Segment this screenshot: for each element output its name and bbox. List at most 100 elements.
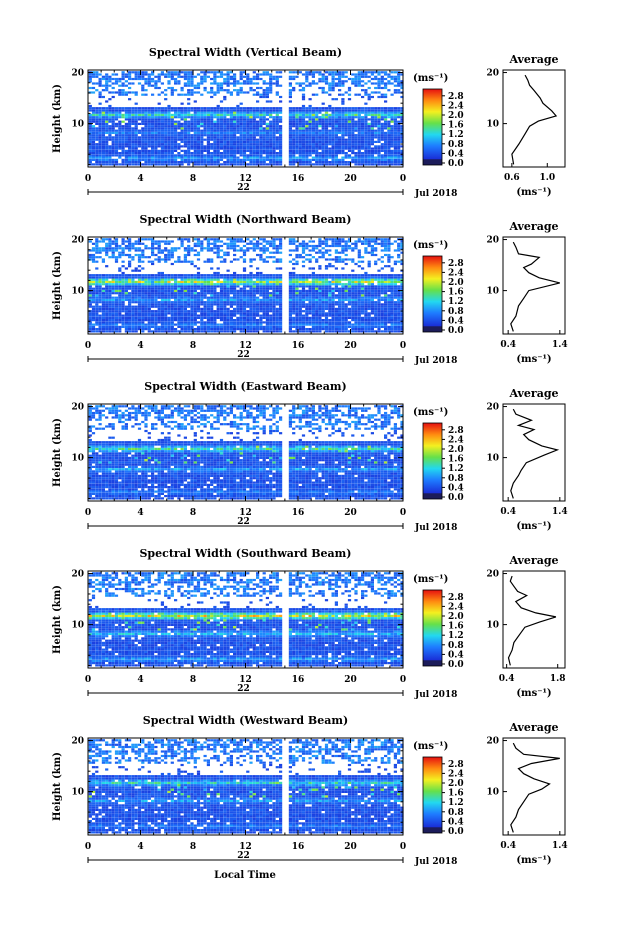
heatmap-cell <box>354 138 358 141</box>
heatmap-cell <box>249 303 253 306</box>
heatmap-cell <box>384 163 388 166</box>
heatmap-cell <box>164 292 168 295</box>
heatmap-cell <box>324 71 329 74</box>
heatmap-cell <box>137 129 142 132</box>
heatmap-cell <box>98 129 102 132</box>
heatmap-cell <box>242 323 247 326</box>
heatmap-cell <box>338 287 342 290</box>
heatmap-cell <box>157 321 161 324</box>
heatmap-cell <box>256 125 260 128</box>
heatmap-cell <box>144 289 148 292</box>
heatmap-cell <box>144 131 148 134</box>
heatmap-cell <box>298 321 302 324</box>
heatmap-cell <box>338 111 342 114</box>
heatmap-cell <box>269 77 273 81</box>
heatmap-cell <box>111 86 115 90</box>
heatmap-cell <box>229 125 233 128</box>
heatmap-cell <box>88 104 92 108</box>
heatmap-cell <box>203 116 207 119</box>
heatmap-cell <box>364 316 368 319</box>
heatmap-cell <box>193 312 197 315</box>
heatmap-cell <box>95 149 99 152</box>
heatmap-cell <box>393 143 397 146</box>
heatmap-cell <box>233 134 237 137</box>
heatmap-cell <box>111 152 115 155</box>
heatmap-cell <box>111 321 115 324</box>
heatmap-cell <box>167 283 171 286</box>
heatmap-cell <box>318 325 322 328</box>
heatmap-cell <box>301 303 306 306</box>
heatmap-cell <box>141 93 145 96</box>
heatmap-cell <box>177 319 181 322</box>
heatmap-cell <box>380 149 384 152</box>
heatmap-cell <box>144 73 148 76</box>
heatmap-cell <box>256 145 260 148</box>
heatmap-cell <box>318 125 322 128</box>
heatmap-cell <box>390 325 394 328</box>
heatmap-cell <box>259 161 263 164</box>
heatmap-cell <box>160 116 164 119</box>
heatmap-cell <box>315 163 319 166</box>
heatmap-cell <box>88 316 92 319</box>
heatmap-cell <box>144 292 148 295</box>
heatmap-cell <box>118 298 122 301</box>
heatmap-cell <box>88 109 92 112</box>
heatmap-cell <box>229 134 233 137</box>
heatmap-cell <box>308 316 312 319</box>
heatmap-cell <box>344 305 348 308</box>
heatmap-cell <box>108 84 112 87</box>
heatmap-cell <box>347 321 352 324</box>
heatmap-cell <box>344 321 348 324</box>
heatmap-cell <box>265 100 269 103</box>
heatmap-cell <box>167 163 171 166</box>
heatmap-cell <box>121 71 125 74</box>
heatmap-cell <box>301 120 306 123</box>
heatmap-cell <box>170 283 174 286</box>
heatmap-cell <box>265 307 269 310</box>
heatmap-cell <box>318 111 322 114</box>
heatmap-cell <box>236 145 240 148</box>
heatmap-cell <box>397 312 401 315</box>
heatmap-cell <box>259 323 263 326</box>
heatmap-cell <box>167 319 171 322</box>
heatmap-cell <box>91 323 96 326</box>
heatmap-cell <box>347 116 352 119</box>
heatmap-cell <box>144 93 148 96</box>
heatmap-cell <box>101 163 105 166</box>
heatmap-cell <box>272 156 276 159</box>
heatmap-cell <box>272 328 276 331</box>
heatmap-cell <box>157 138 161 141</box>
heatmap-cell <box>174 147 178 150</box>
heatmap-cell <box>203 163 207 166</box>
heatmap-cell <box>134 129 138 132</box>
heatmap-cell <box>88 303 92 306</box>
heatmap-cell <box>187 127 191 130</box>
heatmap-cell <box>134 102 138 105</box>
heatmap-cell <box>384 116 388 119</box>
heatmap-cell <box>219 152 224 155</box>
heatmap-cell <box>331 116 335 119</box>
heatmap-cell <box>315 152 319 155</box>
heatmap-cell <box>121 127 125 130</box>
heatmap-cell <box>216 91 220 94</box>
heatmap-cell <box>157 125 161 128</box>
heatmap-cell <box>292 310 296 313</box>
heatmap-cell <box>292 294 296 297</box>
heatmap-cell <box>239 152 243 155</box>
heatmap-cell <box>279 134 283 137</box>
heatmap-cell <box>298 71 302 74</box>
heatmap-cell <box>121 107 125 110</box>
heatmap-cell <box>351 125 355 128</box>
heatmap-cell <box>341 93 345 96</box>
heatmap-cell <box>380 118 384 121</box>
heatmap-cell <box>377 138 381 141</box>
heatmap-cell <box>196 152 201 155</box>
heatmap-cell <box>288 323 292 326</box>
heatmap-cell <box>384 131 388 134</box>
heatmap-cell <box>390 296 394 299</box>
heatmap-cell <box>357 73 361 76</box>
heatmap-cell <box>305 113 309 116</box>
heatmap-cell <box>128 330 132 333</box>
heatmap-cell <box>400 303 404 306</box>
heatmap-cell <box>364 71 368 74</box>
